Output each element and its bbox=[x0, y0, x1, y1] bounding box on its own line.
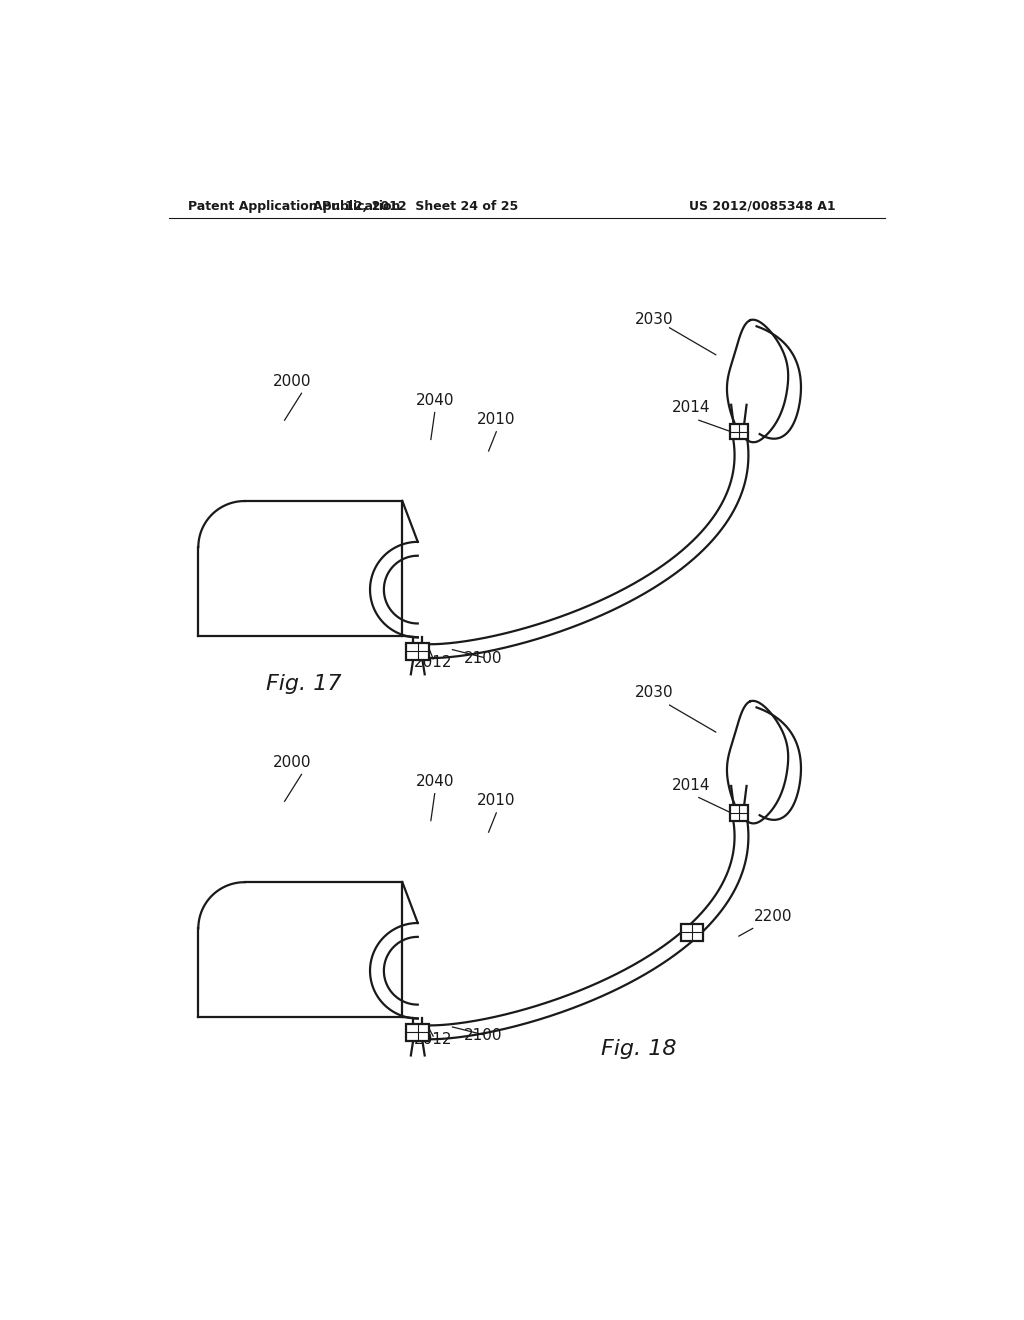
Bar bbox=[407, 643, 429, 660]
Text: 2030: 2030 bbox=[635, 685, 674, 701]
Text: 2040: 2040 bbox=[416, 774, 454, 789]
Text: 2010: 2010 bbox=[477, 412, 515, 428]
Text: Fig. 18: Fig. 18 bbox=[601, 1039, 677, 1060]
Text: 2014: 2014 bbox=[672, 777, 711, 793]
Text: 2200: 2200 bbox=[755, 908, 793, 924]
Text: 2100: 2100 bbox=[464, 1028, 503, 1043]
Text: 2040: 2040 bbox=[416, 393, 454, 408]
Text: US 2012/0085348 A1: US 2012/0085348 A1 bbox=[689, 199, 836, 213]
Text: 2030: 2030 bbox=[635, 312, 674, 327]
Text: 2012: 2012 bbox=[414, 1032, 453, 1047]
Text: 2000: 2000 bbox=[273, 755, 311, 770]
Text: 2014: 2014 bbox=[672, 400, 711, 416]
Bar bbox=[407, 1024, 429, 1040]
Text: 2010: 2010 bbox=[477, 793, 515, 808]
Bar bbox=[730, 424, 749, 440]
Text: Fig. 17: Fig. 17 bbox=[266, 673, 342, 694]
Text: 2100: 2100 bbox=[464, 651, 503, 665]
Text: 2000: 2000 bbox=[273, 374, 311, 388]
Text: Patent Application Publication: Patent Application Publication bbox=[188, 199, 400, 213]
Text: 2012: 2012 bbox=[414, 655, 453, 669]
Bar bbox=[681, 924, 702, 941]
Text: Apr. 12, 2012  Sheet 24 of 25: Apr. 12, 2012 Sheet 24 of 25 bbox=[313, 199, 518, 213]
Bar bbox=[730, 805, 749, 821]
